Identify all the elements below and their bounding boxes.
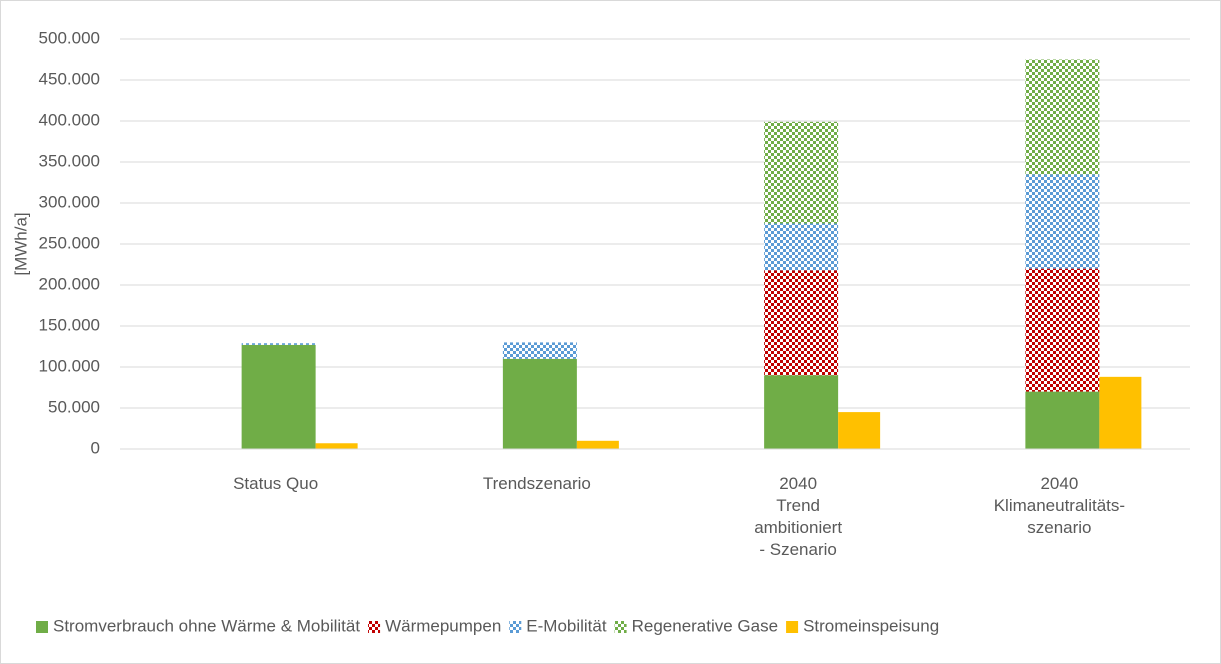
bar [764, 223, 839, 271]
x-tick-label: 2040 Klimaneutralitäts-szenario [994, 474, 1125, 537]
legend-label: Stromeinspeisung [803, 616, 939, 635]
legend-swatch [36, 621, 48, 633]
y-tick-label: 150.000 [39, 315, 100, 334]
bar [764, 121, 839, 224]
bar [502, 358, 577, 449]
legend-label: Wärmepumpen [385, 616, 501, 635]
legend-label: E-Mobilität [526, 616, 607, 635]
bar [1025, 391, 1100, 449]
legend-swatch [614, 621, 627, 633]
y-tick-label: 500.000 [39, 28, 100, 47]
bar [502, 342, 577, 359]
bar [315, 443, 358, 449]
bar [764, 375, 839, 449]
bar [838, 412, 881, 449]
y-tick-label: 100.000 [39, 356, 100, 375]
bar [1025, 59, 1100, 175]
bar [1099, 376, 1142, 449]
bar [241, 343, 316, 345]
x-tick-label: 2040 Trend ambitioniert - Szenario [754, 474, 842, 559]
bar [576, 440, 619, 449]
y-tick-label: 50.000 [48, 397, 100, 416]
x-tick-label: Status Quo [233, 474, 318, 493]
legend-label: Stromverbrauch ohne Wärme & Mobilität [53, 616, 360, 635]
bar [241, 344, 316, 449]
y-tick-label: 250.000 [39, 233, 100, 252]
y-tick-label: 400.000 [39, 110, 100, 129]
x-tick-label: Trendszenario [483, 474, 591, 493]
y-tick-label: 450.000 [39, 69, 100, 88]
y-tick-label: 0 [91, 438, 100, 457]
y-tick-label: 300.000 [39, 192, 100, 211]
bar [1025, 174, 1100, 269]
legend-label: Regenerative Gase [632, 616, 778, 635]
bar [764, 270, 839, 376]
y-tick-label: 350.000 [39, 151, 100, 170]
legend-swatch [786, 621, 799, 633]
y-axis-label: [MWh/a] [11, 212, 30, 275]
legend-swatch [368, 621, 381, 633]
bar [1025, 268, 1100, 392]
legend-swatch [509, 621, 522, 633]
y-tick-label: 200.000 [39, 274, 100, 293]
